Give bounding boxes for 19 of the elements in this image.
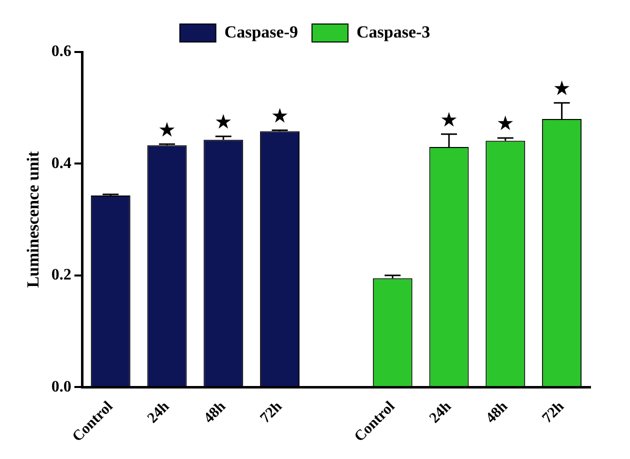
data-label: ★ <box>214 110 232 134</box>
legend-label: Caspase-9 <box>224 22 298 42</box>
x-tick-label: 72h <box>258 398 286 427</box>
x-tick-label: 48h <box>483 398 512 427</box>
y-tick-label: 0.2 <box>51 266 72 284</box>
x-tick-label: 24h <box>144 398 174 427</box>
y-tick-label: 0.6 <box>51 43 72 60</box>
x-tick-label: 24h <box>426 398 456 427</box>
data-label: ★ <box>496 111 514 136</box>
data-label: ★ <box>158 117 176 142</box>
y-axis-title: Luminescence unit <box>24 150 43 288</box>
y-tick-label: 0.0 <box>51 378 72 396</box>
y-tick-label: 0.4 <box>51 154 72 172</box>
legend-label: Caspase-3 <box>356 22 430 42</box>
x-tick-label: 72h <box>540 398 568 427</box>
data-label: ★ <box>440 107 458 132</box>
data-label: ★ <box>270 103 289 128</box>
data-label: ★ <box>552 76 571 100</box>
x-tick-label: 48h <box>201 398 230 427</box>
